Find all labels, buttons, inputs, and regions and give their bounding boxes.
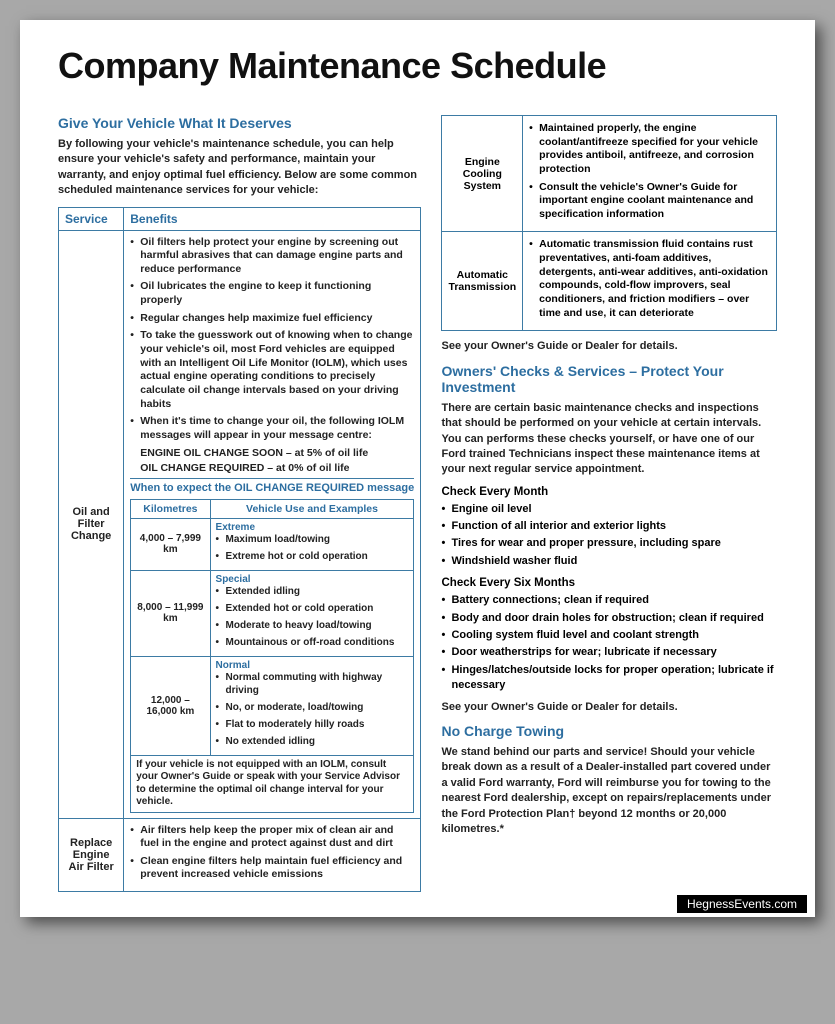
- intro-text: By following your vehicle's maintenance …: [58, 137, 421, 199]
- list-item: Cooling system fluid level and coolant s…: [441, 628, 777, 643]
- monthly-checks-list: Engine oil level Function of all interio…: [441, 502, 777, 570]
- km-range: 8,000 – 11,999 km: [131, 570, 210, 656]
- list-item: Clean engine filters help maintain fuel …: [130, 855, 414, 882]
- list-item: To take the guesswork out of knowing whe…: [130, 329, 414, 411]
- km-range: 4,000 – 7,999 km: [131, 518, 210, 570]
- list-item: Consult the vehicle's Owner's Guide for …: [529, 181, 770, 222]
- list-item: Regular changes help maximize fuel effic…: [130, 312, 414, 326]
- th-benefits: Benefits: [124, 207, 421, 230]
- transmission-label: Automatic Transmission: [442, 232, 523, 331]
- towing-heading: No Charge Towing: [441, 723, 777, 739]
- use-cell: Special Extended idling Extended hot or …: [210, 570, 414, 656]
- list-item: Battery connections; clean if required: [441, 593, 777, 608]
- list-item: Air filters help keep the proper mix of …: [130, 824, 414, 851]
- cooling-benefits: Maintained properly, the engine coolant/…: [523, 116, 777, 232]
- list-item: When it's time to change your oil, the f…: [130, 415, 414, 442]
- air-filter-label: Replace Engine Air Filter: [59, 818, 124, 892]
- inner-footnote: If your vehicle is not equipped with an …: [131, 755, 414, 812]
- page-title: Company Maintenance Schedule: [58, 45, 777, 87]
- check-month-head: Check Every Month: [441, 486, 777, 498]
- see-guide-note: See your Owner's Guide or Dealer for det…: [441, 339, 777, 354]
- section-heading: Give Your Vehicle What It Deserves: [58, 115, 421, 131]
- transmission-benefits: Automatic transmission fluid contains ru…: [523, 232, 777, 331]
- air-filter-benefits: Air filters help keep the proper mix of …: [124, 818, 421, 892]
- owners-intro: There are certain basic maintenance chec…: [441, 401, 777, 478]
- owners-checks-heading: Owners' Checks & Services – Protect Your…: [441, 363, 777, 395]
- th-km: Kilometres: [131, 499, 210, 518]
- document-page: Company Maintenance Schedule Give Your V…: [20, 20, 815, 917]
- list-item: Maintained properly, the engine coolant/…: [529, 122, 770, 177]
- list-item: Automatic transmission fluid contains ru…: [529, 238, 770, 320]
- cooling-transmission-table: Engine Cooling System Maintained properl…: [441, 115, 777, 331]
- list-item: Oil lubricates the engine to keep it fun…: [130, 280, 414, 307]
- iolm-msg: OIL CHANGE REQUIRED – at 0% of oil life: [140, 462, 414, 474]
- see-guide-note-2: See your Owner's Guide or Dealer for det…: [441, 700, 777, 715]
- iolm-msg: ENGINE OIL CHANGE SOON – at 5% of oil li…: [140, 447, 414, 459]
- list-item: Windshield washer fluid: [441, 554, 777, 569]
- list-item: Oil filters help protect your engine by …: [130, 236, 414, 277]
- towing-body: We stand behind our parts and service! S…: [441, 745, 777, 837]
- service-benefits-table: Service Benefits Oil and Filter Change O…: [58, 207, 421, 893]
- check-six-months-head: Check Every Six Months: [441, 577, 777, 589]
- watermark: HegnessEvents.com: [677, 895, 807, 913]
- th-use: Vehicle Use and Examples: [210, 499, 414, 518]
- cooling-label: Engine Cooling System: [442, 116, 523, 232]
- six-month-checks-list: Battery connections; clean if required B…: [441, 593, 777, 693]
- list-item: Engine oil level: [441, 502, 777, 517]
- oil-change-subhead: When to expect the OIL CHANGE REQUIRED m…: [130, 478, 414, 497]
- km-range: 12,000 – 16,000 km: [131, 656, 210, 755]
- left-column: Give Your Vehicle What It Deserves By fo…: [58, 115, 421, 892]
- list-item: Door weatherstrips for wear; lubricate i…: [441, 645, 777, 660]
- right-column: Engine Cooling System Maintained properl…: [441, 115, 777, 892]
- list-item: Function of all interior and exterior li…: [441, 519, 777, 534]
- use-cell: Extreme Maximum load/towing Extreme hot …: [210, 518, 414, 570]
- list-item: Tires for wear and proper pressure, incl…: [441, 536, 777, 551]
- use-cell: Normal Normal commuting with highway dri…: [210, 656, 414, 755]
- two-column-layout: Give Your Vehicle What It Deserves By fo…: [58, 115, 777, 892]
- list-item: Body and door drain holes for obstructio…: [441, 611, 777, 626]
- th-service: Service: [59, 207, 124, 230]
- oil-filter-label: Oil and Filter Change: [59, 230, 124, 818]
- oil-filter-benefits: Oil filters help protect your engine by …: [124, 230, 421, 818]
- km-usage-table: Kilometres Vehicle Use and Examples 4,00…: [130, 499, 414, 813]
- list-item: Hinges/latches/outside locks for proper …: [441, 663, 777, 694]
